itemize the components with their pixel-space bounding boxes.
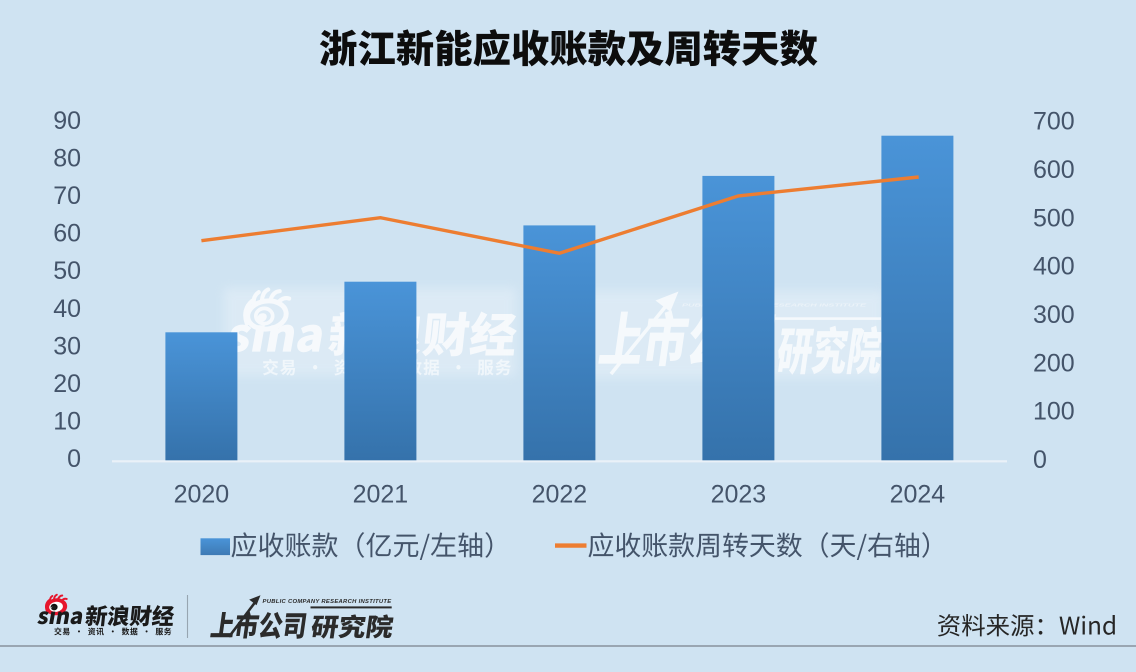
svg-text:700: 700 — [1033, 108, 1075, 136]
svg-text:2022: 2022 — [532, 480, 588, 508]
svg-text:70: 70 — [53, 182, 81, 210]
svg-text:90: 90 — [53, 107, 81, 135]
svg-text:100: 100 — [1033, 398, 1075, 426]
svg-text:20: 20 — [53, 370, 81, 398]
svg-text:300: 300 — [1033, 301, 1075, 329]
svg-text:500: 500 — [1033, 204, 1075, 232]
svg-text:2021: 2021 — [353, 480, 409, 508]
svg-text:30: 30 — [53, 332, 81, 360]
svg-text:40: 40 — [53, 295, 81, 323]
svg-text:60: 60 — [53, 220, 81, 248]
svg-text:10: 10 — [53, 407, 81, 435]
svg-text:2024: 2024 — [890, 480, 946, 508]
svg-text:200: 200 — [1033, 349, 1075, 377]
svg-text:PUBLIC COMPANY RESEARCH INSTIT: PUBLIC COMPANY RESEARCH INSTITUTE — [682, 303, 868, 308]
svg-text:0: 0 — [1033, 446, 1047, 474]
svg-text:50: 50 — [53, 257, 81, 285]
svg-text:PUBLIC COMPANY RESEARCH INSTIT: PUBLIC COMPANY RESEARCH INSTITUTE — [263, 599, 393, 605]
svg-text:0: 0 — [67, 445, 81, 473]
svg-text:2020: 2020 — [174, 480, 230, 508]
svg-text:600: 600 — [1033, 156, 1075, 184]
svg-text:80: 80 — [53, 145, 81, 173]
svg-text:2023: 2023 — [711, 480, 767, 508]
svg-text:400: 400 — [1033, 253, 1075, 281]
